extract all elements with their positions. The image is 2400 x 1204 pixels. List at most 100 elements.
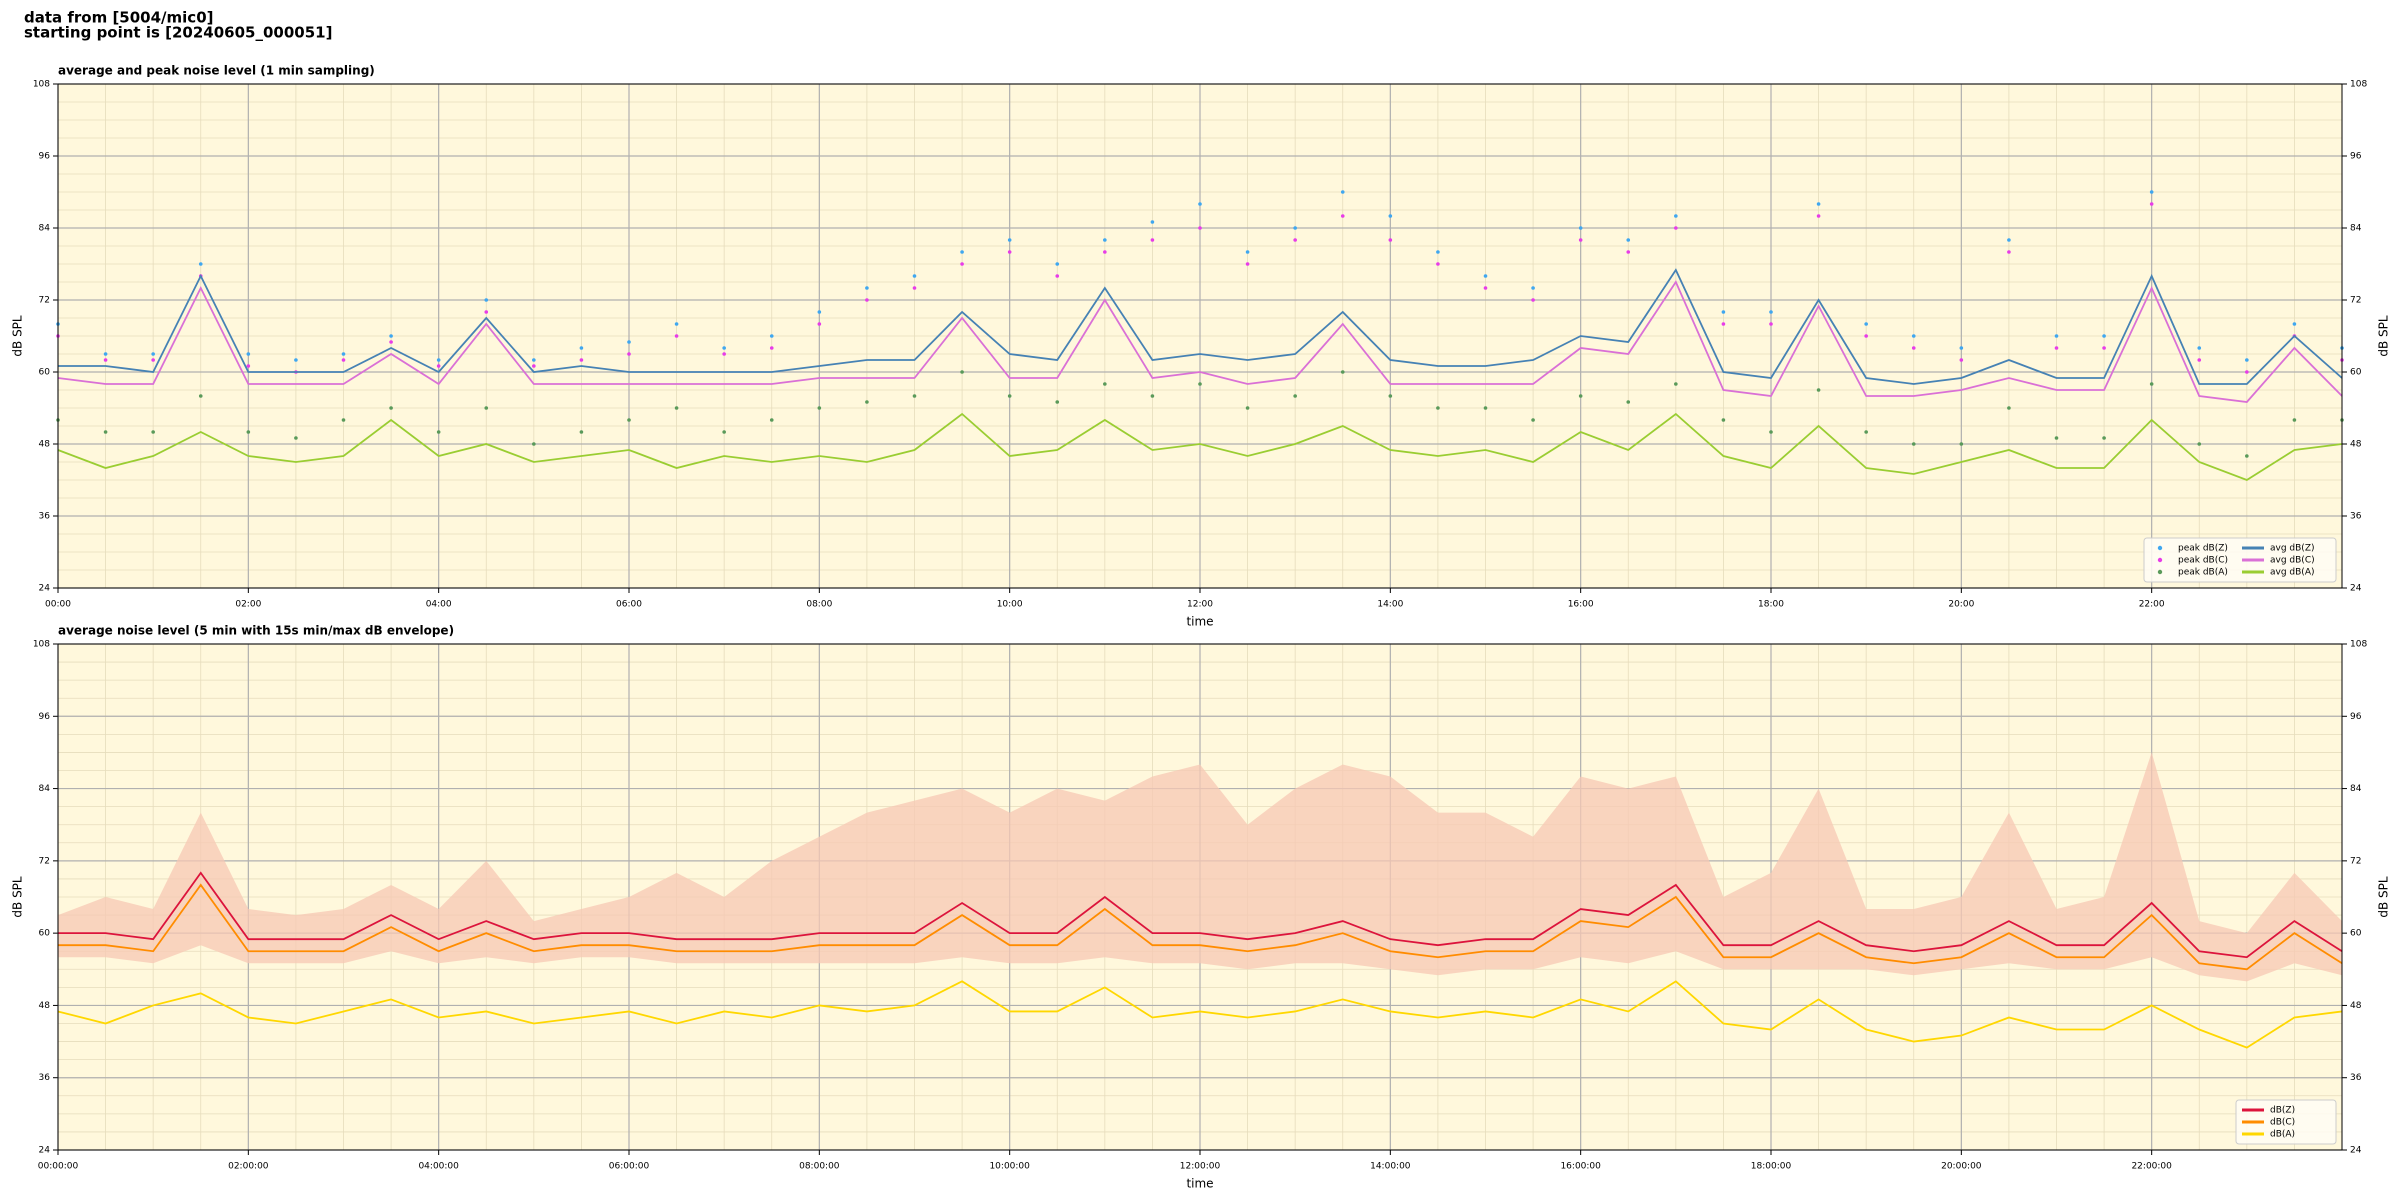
peak-point bbox=[674, 334, 679, 338]
series-line bbox=[57, 980, 2343, 1049]
peak-point bbox=[2054, 334, 2059, 338]
peak-point bbox=[817, 322, 822, 326]
peak-point bbox=[389, 340, 393, 344]
peak-point bbox=[579, 358, 584, 362]
peak-point bbox=[151, 430, 155, 434]
peak-point bbox=[1816, 214, 1821, 218]
legend-box bbox=[2143, 537, 2337, 583]
peak-point bbox=[341, 358, 346, 362]
peak-point bbox=[1721, 418, 1726, 422]
peak-point bbox=[1911, 346, 1916, 350]
peak-point bbox=[484, 406, 489, 410]
peak-point bbox=[579, 346, 584, 350]
peak-point bbox=[1769, 430, 1773, 434]
peak-point bbox=[865, 298, 869, 302]
peak-point bbox=[2149, 190, 2154, 194]
peak-point bbox=[1436, 262, 1440, 266]
y-tick-label: 96 bbox=[39, 152, 51, 162]
header-line: starting point is [20240605_000051] bbox=[24, 24, 332, 42]
y-tick-label: 84 bbox=[39, 224, 51, 234]
y-axis-label: dB SPL bbox=[2377, 315, 2391, 357]
y-tick-label: 24 bbox=[39, 1146, 51, 1156]
peak-point bbox=[1483, 286, 1488, 290]
peak-point bbox=[1674, 214, 1678, 218]
peak-point bbox=[1864, 334, 1868, 338]
peak-point bbox=[103, 430, 108, 434]
peak-point bbox=[1340, 190, 1345, 194]
chart-panel: 24 24 36 36 48 48 60 60 72 72 84 84 96 96 108 108 00:00 0… bbox=[11, 64, 2391, 629]
series-line bbox=[58, 268, 2343, 385]
peak-point bbox=[532, 442, 536, 446]
y-tick-label: 48 bbox=[39, 440, 51, 450]
peak-point bbox=[627, 418, 631, 422]
peak-point bbox=[1103, 250, 1107, 254]
peak-point bbox=[1626, 250, 1631, 254]
peak-point bbox=[198, 262, 203, 266]
peak-point bbox=[2197, 358, 2202, 362]
peak-point bbox=[436, 358, 441, 362]
legend: dB(Z) dB(C) dB(A) bbox=[2235, 1099, 2337, 1145]
peak-point bbox=[1055, 400, 1060, 404]
peak-point bbox=[1293, 394, 1297, 398]
peak-point bbox=[1959, 358, 1964, 362]
peak-point bbox=[2102, 334, 2106, 338]
chart-title: average and peak noise level (1 min samp… bbox=[58, 64, 375, 78]
peak-point bbox=[1578, 226, 1583, 230]
peak-point bbox=[817, 406, 822, 410]
peak-point bbox=[865, 400, 869, 404]
peak-point bbox=[1721, 310, 1726, 314]
peak-point bbox=[769, 334, 774, 338]
series-line bbox=[57, 280, 2343, 403]
peak-point bbox=[865, 286, 869, 290]
peak-point bbox=[1150, 238, 1155, 242]
peak-point bbox=[1483, 274, 1488, 278]
peak-point bbox=[960, 370, 964, 374]
peak-point bbox=[912, 286, 917, 290]
x-tick-label: 14:00 bbox=[1377, 600, 1403, 610]
y-axis-label: dB SPL bbox=[2377, 876, 2391, 918]
peak-point bbox=[2245, 370, 2249, 374]
peak-point bbox=[1245, 406, 1250, 410]
peak-point bbox=[769, 346, 774, 350]
legend-label: avg dB(A) bbox=[2270, 568, 2314, 578]
legend-label: dB(C) bbox=[2270, 1118, 2295, 1128]
peak-point bbox=[1531, 418, 1535, 422]
peak-point bbox=[1864, 322, 1868, 326]
y-tick-label: 48 bbox=[39, 1001, 51, 1011]
peak-point bbox=[2292, 418, 2297, 422]
y-tick-label: 48 bbox=[2350, 1001, 2362, 1011]
x-tick-label: 14:00:00 bbox=[1370, 1162, 1411, 1172]
peak-point bbox=[1103, 238, 1107, 242]
peak-point bbox=[389, 334, 393, 338]
peak-point bbox=[1769, 310, 1773, 314]
peak-point bbox=[1150, 394, 1155, 398]
peak-point bbox=[532, 358, 536, 362]
peak-point bbox=[1626, 238, 1631, 242]
peak-point bbox=[1245, 262, 1250, 266]
peak-point bbox=[1293, 226, 1297, 230]
y-tick-label: 84 bbox=[39, 784, 51, 794]
peak-point bbox=[722, 430, 726, 434]
peak-point bbox=[1198, 226, 1202, 230]
peak-point bbox=[2197, 346, 2202, 350]
header-line: data from [5004/mic0] bbox=[24, 9, 214, 27]
y-tick-label: 24 bbox=[39, 584, 51, 594]
peak-point bbox=[1340, 214, 1345, 218]
peak-point bbox=[436, 430, 441, 434]
y-axis-label: dB SPL bbox=[11, 315, 25, 357]
peak-point bbox=[1911, 442, 1916, 446]
x-axis-label: time bbox=[1186, 615, 1213, 629]
y-tick-label: 108 bbox=[2350, 640, 2367, 650]
x-tick-label: 18:00:00 bbox=[1751, 1162, 1792, 1172]
y-tick-label: 24 bbox=[2350, 1146, 2362, 1156]
plot-frame bbox=[57, 83, 2343, 589]
y-tick-label: 108 bbox=[33, 640, 50, 650]
peak-point bbox=[1864, 430, 1868, 434]
peak-point bbox=[1816, 202, 1821, 206]
x-tick-label: 20:00:00 bbox=[1941, 1162, 1982, 1172]
peak-point bbox=[1198, 382, 1202, 386]
y-tick-label: 72 bbox=[2350, 296, 2361, 306]
x-tick-label: 04:00 bbox=[426, 600, 452, 610]
peak-point bbox=[1911, 334, 1916, 338]
